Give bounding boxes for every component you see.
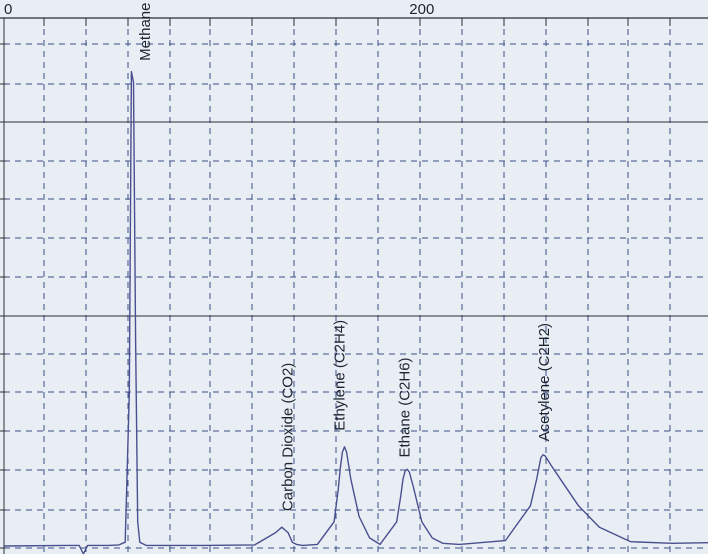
peak-label: Carbon Dioxide (CO2) [279, 363, 296, 511]
peak-label: Ethylene (C2H4) [332, 320, 349, 431]
peak-label: Acetylene (C2H2) [536, 323, 553, 441]
peak-label: Methane (CH4) [137, 0, 154, 61]
x-tick-label: 0 [4, 1, 12, 18]
grid-layer [3, 18, 708, 554]
series-layer [3, 70, 708, 554]
chromatogram-trace [3, 70, 708, 554]
x-tick-label: 200 [409, 1, 434, 18]
annotation-layer: Methane (CH4) Carbon Dioxide (CO2) Ethylen… [137, 0, 553, 511]
peak-label: Ethane (C2H6) [396, 357, 413, 457]
